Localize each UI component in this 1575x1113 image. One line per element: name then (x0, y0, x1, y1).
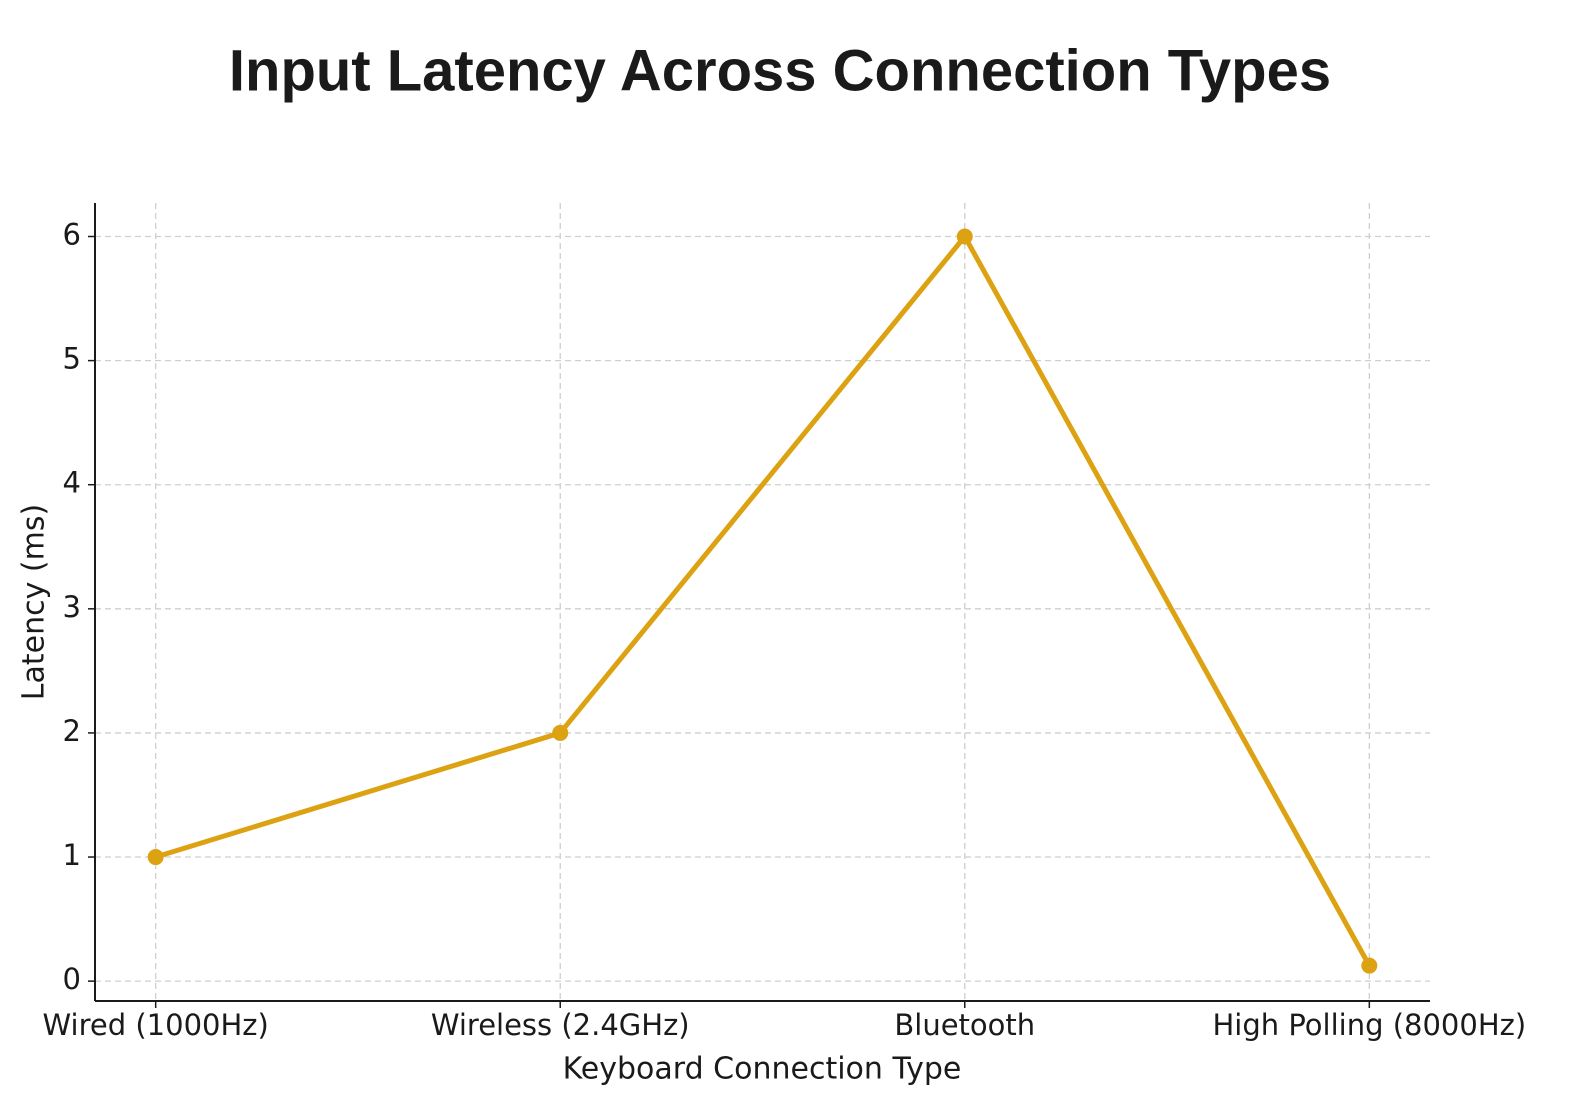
line (154, 234, 1372, 967)
x-tick-label: Wired (1000Hz) (43, 1008, 269, 1042)
x-tick-label: Wireless (2.4GHz) (431, 1008, 690, 1042)
chart-title: Input Latency Across Connection Types (229, 38, 1331, 103)
x-tick-label: Bluetooth (894, 1008, 1035, 1042)
y-tick-label: 3 (63, 590, 81, 624)
x-axis-label: Keyboard Connection Type (563, 1052, 962, 1087)
y-tick-label: 5 (63, 342, 81, 376)
y-tick-label: 0 (63, 962, 81, 996)
y-tick-label: 4 (63, 466, 81, 500)
x-tick-label: High Polling (8000Hz) (1212, 1008, 1526, 1042)
point (956, 228, 973, 245)
point (552, 724, 569, 741)
y-tick-label: 2 (63, 714, 81, 748)
y-tick-label: 1 (63, 838, 81, 872)
y-axis-label: Latency (ms) (17, 504, 52, 700)
y-tick-label: 6 (63, 218, 81, 252)
point (1361, 957, 1378, 974)
point (147, 849, 164, 866)
